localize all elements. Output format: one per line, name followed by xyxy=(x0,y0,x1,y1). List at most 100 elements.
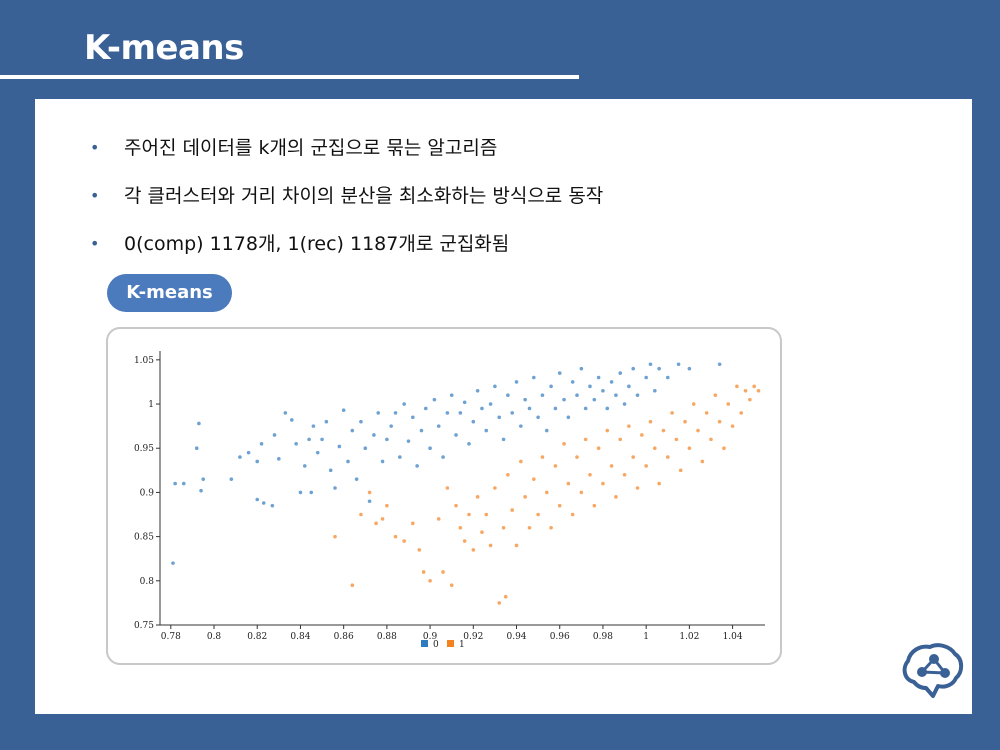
scatter-point-series-0 xyxy=(627,384,631,389)
kmeans-pill-label: K-means xyxy=(107,274,232,312)
scatter-point-series-1 xyxy=(622,472,627,477)
scatter-point-series-0 xyxy=(609,380,614,384)
scatter-point-series-0 xyxy=(484,428,489,433)
scatter-point-series-1 xyxy=(350,583,355,588)
scatter-point-series-0 xyxy=(255,497,260,502)
scatter-point-series-1 xyxy=(553,464,558,468)
scatter-point-series-0 xyxy=(246,450,251,455)
scatter-point-series-1 xyxy=(562,442,566,446)
x-tick-label: 0.78 xyxy=(161,632,181,642)
scatter-point-series-0 xyxy=(579,366,584,371)
scatter-point-series-0 xyxy=(346,459,350,464)
scatter-point-series-1 xyxy=(436,517,441,521)
scatter-point-series-0 xyxy=(449,393,454,397)
scatter-point-series-0 xyxy=(475,388,480,393)
scatter-point-series-0 xyxy=(467,442,471,446)
scatter-point-series-1 xyxy=(596,446,601,451)
scatter-point-series-1 xyxy=(417,548,422,552)
scatter-point-series-0 xyxy=(557,371,562,375)
scatter-point-series-0 xyxy=(566,415,571,420)
scatter-point-series-0 xyxy=(277,457,281,461)
scatter-point-series-0 xyxy=(341,408,346,413)
x-tick-label: 1.04 xyxy=(723,632,743,642)
scatter-point-series-0 xyxy=(309,490,314,495)
scatter-point-series-1 xyxy=(402,539,406,543)
legend-label-0: 0 xyxy=(433,640,439,650)
scatter-point-series-0 xyxy=(653,388,657,393)
scatter-point-series-0 xyxy=(173,481,177,486)
scatter-point-series-0 xyxy=(283,411,288,415)
scatter-point-series-0 xyxy=(536,415,540,420)
scatter-point-series-1 xyxy=(640,433,644,437)
scatter-point-series-1 xyxy=(726,402,731,406)
y-tick-label: 0.75 xyxy=(134,621,154,631)
scatter-point-series-0 xyxy=(458,411,463,415)
scatter-point-series-1 xyxy=(735,384,739,389)
x-tick-label: 0.84 xyxy=(290,632,310,642)
scatter-point-series-0 xyxy=(181,481,186,486)
scatter-point-series-1 xyxy=(644,464,648,468)
x-tick-label: 0.86 xyxy=(334,632,354,642)
x-tick-label: 0.82 xyxy=(247,632,267,642)
scatter-point-series-1 xyxy=(653,446,657,451)
x-tick-label: 0.98 xyxy=(593,632,613,642)
scatter-point-series-0 xyxy=(270,503,275,508)
scatter-point-series-1 xyxy=(333,534,337,539)
scatter-point-series-1 xyxy=(748,397,752,402)
scatter-point-series-0 xyxy=(540,393,545,397)
scatter-point-series-1 xyxy=(519,459,523,464)
x-tick-label: 0.92 xyxy=(463,632,483,642)
scatter-point-series-1 xyxy=(570,512,575,517)
scatter-point-series-1 xyxy=(445,486,450,490)
scatter-point-series-0 xyxy=(302,464,307,468)
scatter-point-series-0 xyxy=(432,397,437,402)
y-tick-label: 0.8 xyxy=(140,577,155,587)
scatter-point-series-1 xyxy=(605,428,610,433)
scatter-point-series-0 xyxy=(570,380,575,384)
scatter-point-series-1 xyxy=(670,411,674,415)
scatter-point-series-1 xyxy=(678,468,683,473)
scatter-point-series-0 xyxy=(337,444,342,449)
scatter-point-series-1 xyxy=(441,570,445,574)
scatter-point-series-0 xyxy=(406,439,411,443)
scatter-point-series-0 xyxy=(614,393,618,397)
scatter-point-series-0 xyxy=(519,424,523,428)
scatter-point-series-0 xyxy=(385,437,389,442)
scatter-point-series-0 xyxy=(372,433,376,437)
scatter-point-series-0 xyxy=(445,411,450,415)
scatter-point-series-1 xyxy=(648,419,653,424)
scatter-point-series-0 xyxy=(415,464,419,468)
scatter-point-series-1 xyxy=(544,490,549,495)
scatter-point-series-1 xyxy=(709,437,713,442)
scatter-point-series-0 xyxy=(588,384,592,389)
scatter-point-series-1 xyxy=(756,388,761,393)
scatter-chart: 0.78 0.8 0.82 0.84 0.86 0.88 0.9 0.92 0.94 0.96 0.… xyxy=(134,351,765,650)
scatter-point-series-1 xyxy=(704,411,709,415)
bullet-text: 주어진 데이터를 k개의 군집으로 묶는 알고리즘 xyxy=(124,137,498,159)
title-underline xyxy=(0,75,579,79)
bullet-item: • 0(comp) 1178개, 1(rec) 1187개로 군집화됨 xyxy=(90,226,603,274)
scatter-point-series-0 xyxy=(497,415,502,420)
scatter-point-series-0 xyxy=(523,397,527,402)
scatter-point-series-1 xyxy=(661,428,666,433)
scatter-point-series-0 xyxy=(549,384,553,389)
scatter-point-series-1 xyxy=(614,495,618,499)
scatter-point-series-0 xyxy=(194,446,199,451)
x-tick-label: 0.94 xyxy=(506,632,526,642)
scatter-point-series-0 xyxy=(480,406,484,411)
bullet-dot: • xyxy=(90,186,100,205)
scatter-point-series-0 xyxy=(717,362,722,367)
scatter-point-series-0 xyxy=(553,406,558,411)
scatter-point-series-0 xyxy=(376,411,381,415)
scatter-point-series-1 xyxy=(592,503,597,508)
legend-label-1: 1 xyxy=(459,640,465,650)
scatter-point-series-1 xyxy=(609,464,614,468)
scatter-point-series-0 xyxy=(298,490,303,495)
scatter-point-series-1 xyxy=(618,437,623,442)
scatter-point-series-1 xyxy=(752,384,756,389)
scatter-point-series-0 xyxy=(411,415,415,420)
scatter-point-series-0 xyxy=(644,375,648,380)
scatter-point-series-1 xyxy=(696,428,700,433)
scatter-point-series-1 xyxy=(739,411,744,415)
scatter-point-series-0 xyxy=(380,459,385,464)
